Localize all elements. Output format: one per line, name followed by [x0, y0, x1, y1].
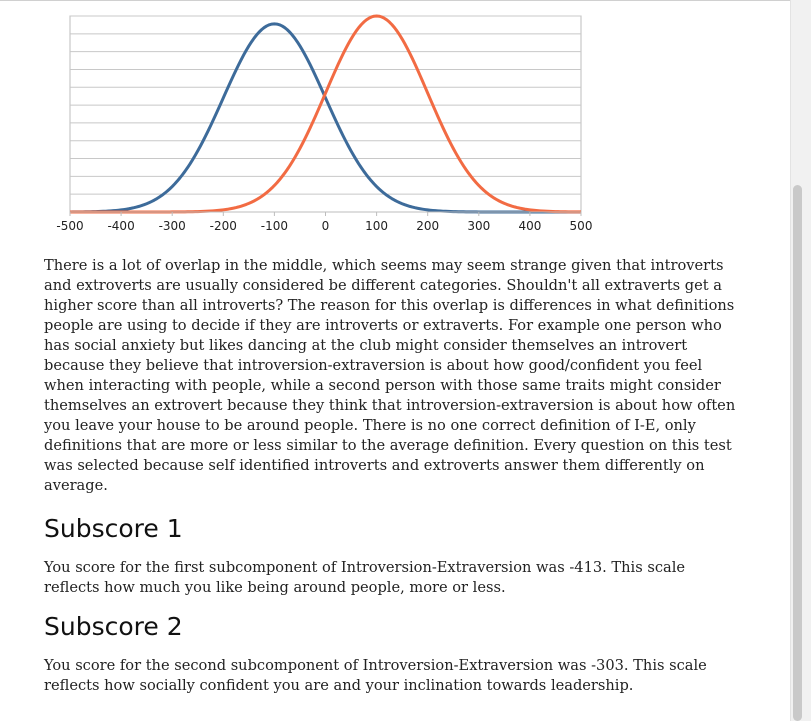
results-article: There is a lot of overlap in the middle,… [44, 256, 744, 696]
subscore-2-description: You score for the second subcomponent of… [44, 657, 707, 694]
x-tick-label: 200 [416, 219, 439, 233]
x-tick-label: 400 [518, 219, 541, 233]
distribution-chart: -500 -400 -300 -200 -100 0 100 200 300 400 500 [40, 6, 620, 246]
x-tick-label: 500 [570, 219, 593, 233]
x-tick-label: 0 [322, 219, 330, 233]
x-axis-ticks: -500 -400 -300 -200 -100 0 100 200 300 400 500 [56, 212, 592, 233]
x-tick-label: -500 [56, 219, 83, 233]
subscore-1-heading: Subscore 1 [44, 514, 183, 543]
distribution-chart-svg: -500 -400 -300 -200 -100 0 100 200 300 400 500 [56, 14, 592, 233]
subscore-1-description: You score for the first subcomponent of … [44, 559, 686, 596]
x-tick-label: -300 [159, 219, 186, 233]
scrollbar-thumb[interactable] [793, 185, 802, 721]
subscore-2-heading: Subscore 2 [44, 612, 183, 641]
top-divider [0, 0, 811, 1]
x-tick-label: 300 [467, 219, 490, 233]
overlap-explanation: There is a lot of overlap in the middle,… [44, 257, 736, 494]
x-tick-label: -400 [107, 219, 134, 233]
x-tick-label: 100 [365, 219, 388, 233]
grid-lines [70, 15, 581, 195]
x-tick-label: -100 [261, 219, 288, 233]
plot-area [69, 15, 582, 213]
x-tick-label: -200 [210, 219, 237, 233]
